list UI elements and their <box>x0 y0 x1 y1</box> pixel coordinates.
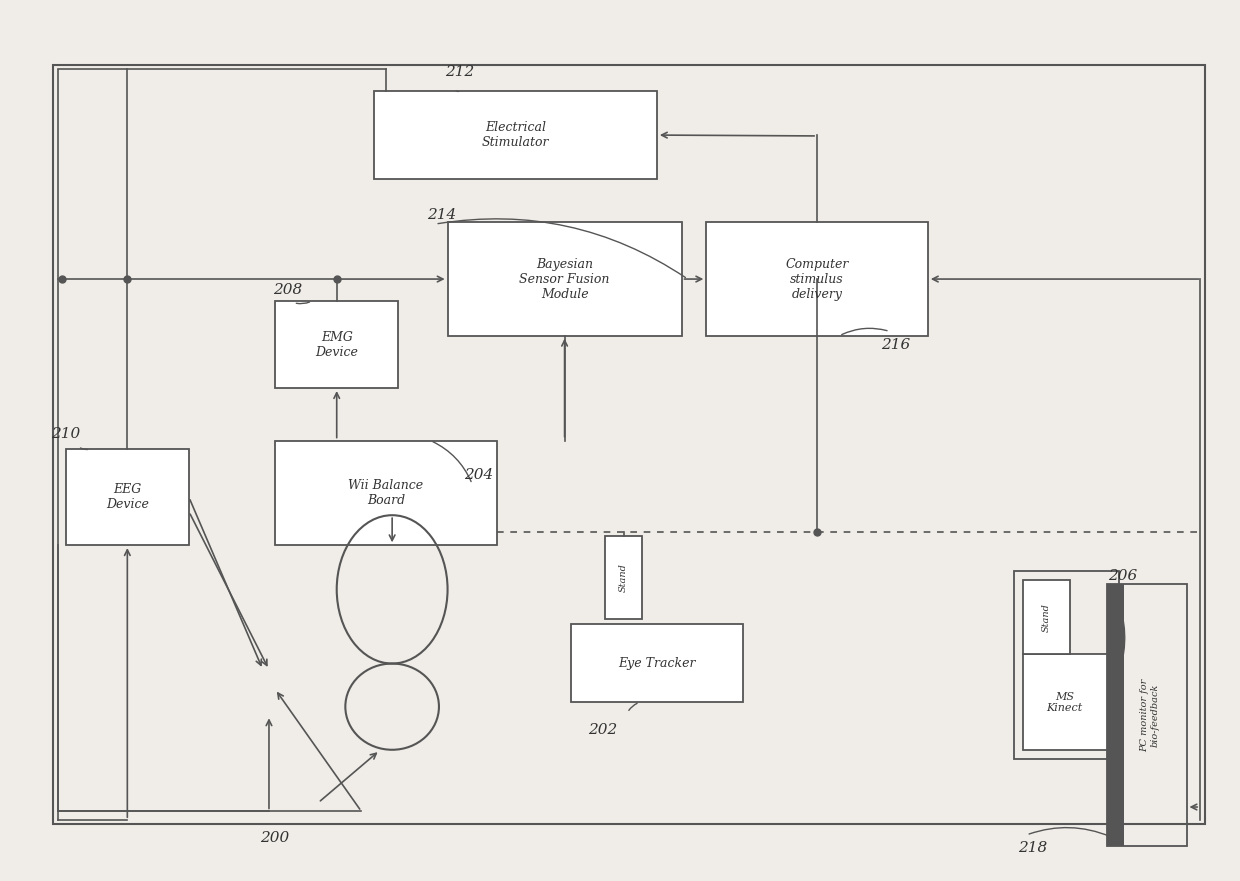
Bar <box>1106 584 1123 847</box>
Bar <box>570 624 743 702</box>
Bar <box>373 92 657 179</box>
Text: 210: 210 <box>51 426 81 440</box>
Text: 216: 216 <box>882 337 910 352</box>
Text: Stand: Stand <box>619 564 629 592</box>
Text: 200: 200 <box>260 831 290 845</box>
Text: 212: 212 <box>445 65 475 79</box>
Text: PC monitor for
bio-feedback: PC monitor for bio-feedback <box>1141 678 1159 752</box>
Bar <box>53 65 1205 825</box>
Text: Stand: Stand <box>1042 603 1050 632</box>
Text: 214: 214 <box>427 208 456 222</box>
Bar <box>275 301 398 389</box>
Bar <box>1014 572 1118 759</box>
Text: Electrical
Stimulator: Electrical Stimulator <box>481 121 549 149</box>
Bar <box>1023 580 1070 655</box>
Text: EEG
Device: EEG Device <box>105 483 149 511</box>
Text: 208: 208 <box>273 283 303 297</box>
Text: EMG
Device: EMG Device <box>315 330 358 359</box>
Bar <box>275 440 497 545</box>
Bar <box>707 222 928 336</box>
Text: 206: 206 <box>1107 569 1137 582</box>
Text: Wii Balance
Board: Wii Balance Board <box>348 479 424 507</box>
Bar <box>1023 655 1106 751</box>
Text: 204: 204 <box>464 469 494 483</box>
Text: MS
Kinect: MS Kinect <box>1047 692 1083 713</box>
Text: 218: 218 <box>1018 841 1048 855</box>
Text: Bayesian
Sensor Fusion
Module: Bayesian Sensor Fusion Module <box>520 257 610 300</box>
Bar <box>448 222 682 336</box>
Bar <box>66 449 188 545</box>
Text: 202: 202 <box>588 723 618 737</box>
Text: Eye Tracker: Eye Tracker <box>619 656 696 670</box>
Bar <box>1106 584 1187 847</box>
Text: Computer
stimulus
delivery: Computer stimulus delivery <box>785 257 848 300</box>
Bar <box>605 537 642 619</box>
